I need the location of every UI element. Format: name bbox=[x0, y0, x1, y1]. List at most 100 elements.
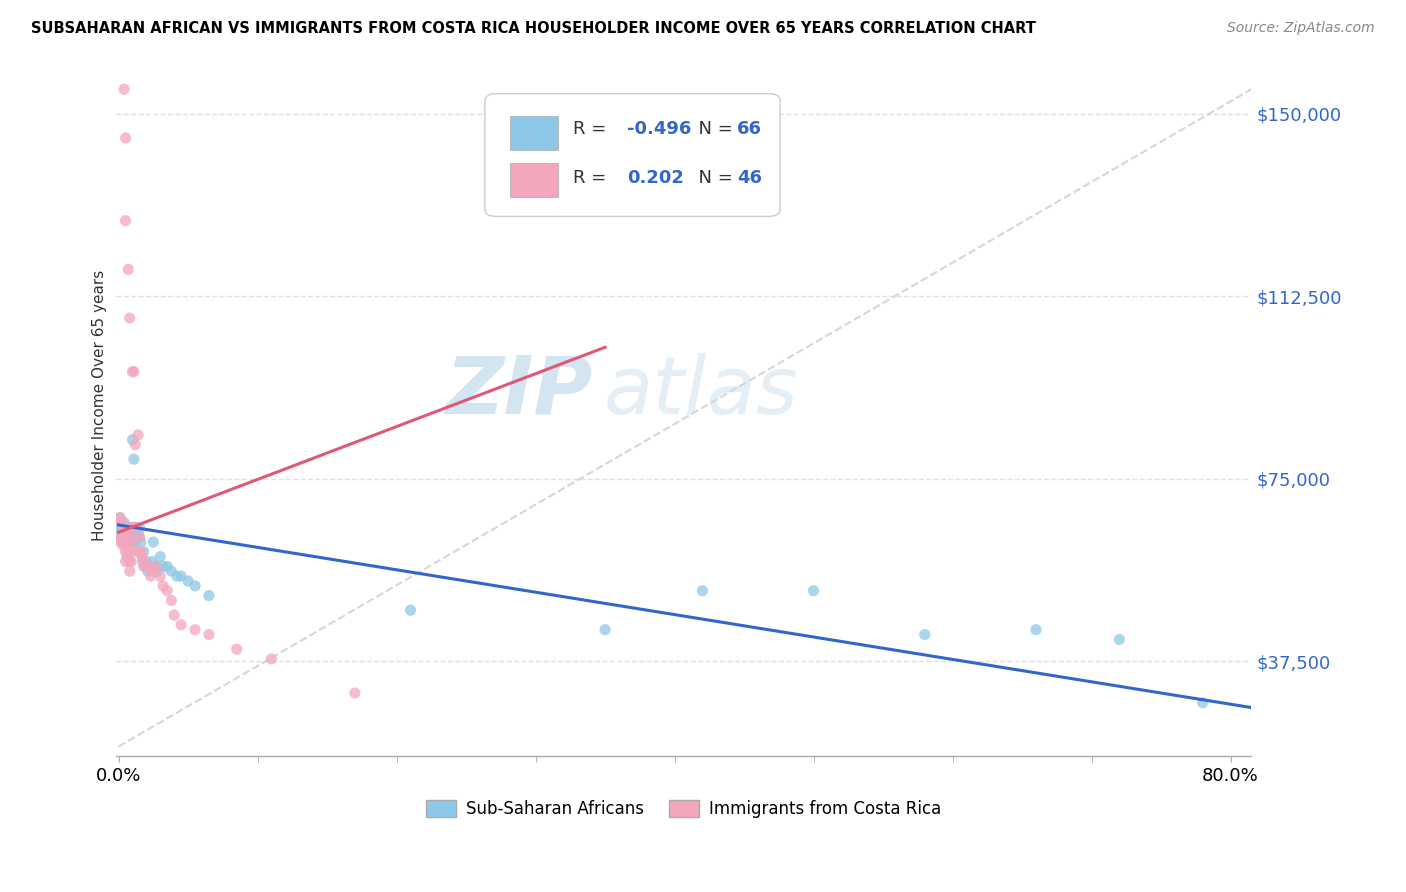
Point bbox=[110, 516, 132, 530]
Point bbox=[122, 365, 145, 379]
Point bbox=[115, 530, 138, 544]
Point bbox=[692, 583, 714, 598]
Text: N =: N = bbox=[688, 120, 738, 137]
Point bbox=[108, 510, 131, 524]
Point bbox=[114, 530, 136, 544]
Text: 0.202: 0.202 bbox=[627, 169, 683, 186]
Point bbox=[134, 559, 156, 574]
Text: ZIP: ZIP bbox=[446, 352, 593, 431]
Point bbox=[112, 82, 135, 96]
Point bbox=[145, 559, 167, 574]
Point bbox=[163, 608, 186, 623]
Point bbox=[170, 617, 193, 632]
Text: -0.496: -0.496 bbox=[627, 120, 692, 137]
Point bbox=[152, 579, 174, 593]
Point bbox=[108, 510, 131, 524]
Point bbox=[117, 525, 139, 540]
Point bbox=[141, 554, 163, 568]
Point bbox=[112, 540, 135, 554]
Point bbox=[114, 131, 136, 145]
Point bbox=[121, 433, 143, 447]
Text: 66: 66 bbox=[737, 120, 762, 137]
Point bbox=[121, 535, 143, 549]
Point bbox=[136, 559, 159, 574]
Point bbox=[128, 520, 150, 534]
Point bbox=[114, 554, 136, 568]
Point bbox=[117, 535, 139, 549]
Point bbox=[160, 564, 183, 578]
Point bbox=[152, 559, 174, 574]
Point bbox=[142, 564, 165, 578]
Point bbox=[112, 525, 135, 540]
Point bbox=[127, 525, 149, 540]
Point bbox=[114, 535, 136, 549]
Point bbox=[115, 535, 138, 549]
Point bbox=[111, 535, 134, 549]
Y-axis label: Householder Income Over 65 years: Householder Income Over 65 years bbox=[93, 270, 107, 541]
Point bbox=[118, 564, 141, 578]
Point bbox=[139, 569, 162, 583]
Point bbox=[118, 530, 141, 544]
Point bbox=[118, 554, 141, 568]
Point bbox=[1191, 696, 1213, 710]
Point bbox=[1108, 632, 1130, 647]
Point bbox=[225, 642, 247, 657]
Point bbox=[114, 530, 136, 544]
Point bbox=[118, 520, 141, 534]
Point bbox=[124, 535, 146, 549]
Point bbox=[198, 627, 221, 641]
Point bbox=[260, 652, 283, 666]
Point bbox=[149, 549, 172, 564]
Point bbox=[117, 545, 139, 559]
Point bbox=[343, 686, 366, 700]
Point bbox=[134, 554, 156, 568]
Point bbox=[136, 564, 159, 578]
Point bbox=[121, 520, 143, 534]
Point bbox=[166, 569, 188, 583]
Point bbox=[121, 365, 143, 379]
Point bbox=[118, 535, 141, 549]
FancyBboxPatch shape bbox=[510, 163, 558, 197]
Point bbox=[135, 554, 157, 568]
Point bbox=[131, 549, 153, 564]
Point bbox=[120, 525, 142, 540]
Point bbox=[114, 213, 136, 227]
Point bbox=[111, 520, 134, 534]
Point bbox=[125, 520, 148, 534]
Text: N =: N = bbox=[688, 169, 738, 186]
Text: R =: R = bbox=[574, 169, 613, 186]
Point bbox=[124, 437, 146, 451]
Point bbox=[112, 525, 135, 540]
Point bbox=[129, 545, 152, 559]
Point bbox=[129, 535, 152, 549]
Point bbox=[132, 559, 155, 574]
Point bbox=[110, 525, 132, 540]
Point bbox=[184, 579, 207, 593]
Text: Source: ZipAtlas.com: Source: ZipAtlas.com bbox=[1227, 21, 1375, 35]
Point bbox=[198, 589, 221, 603]
Text: R =: R = bbox=[574, 120, 613, 137]
Point bbox=[115, 520, 138, 534]
Point bbox=[117, 530, 139, 544]
Point bbox=[110, 516, 132, 530]
Point bbox=[110, 530, 132, 544]
Point bbox=[127, 545, 149, 559]
Point bbox=[593, 623, 616, 637]
Point bbox=[128, 530, 150, 544]
Point bbox=[120, 535, 142, 549]
Text: SUBSAHARAN AFRICAN VS IMMIGRANTS FROM COSTA RICA HOUSEHOLDER INCOME OVER 65 YEAR: SUBSAHARAN AFRICAN VS IMMIGRANTS FROM CO… bbox=[31, 21, 1036, 36]
Point bbox=[108, 535, 131, 549]
Point bbox=[111, 525, 134, 540]
Point bbox=[115, 549, 138, 564]
Point bbox=[149, 569, 172, 583]
Point bbox=[125, 530, 148, 544]
Point bbox=[177, 574, 200, 588]
Point bbox=[122, 452, 145, 467]
Point bbox=[120, 554, 142, 568]
Point bbox=[156, 583, 179, 598]
Point bbox=[914, 627, 936, 641]
Point bbox=[138, 559, 160, 574]
Point bbox=[114, 545, 136, 559]
Point bbox=[131, 554, 153, 568]
Point bbox=[108, 520, 131, 534]
